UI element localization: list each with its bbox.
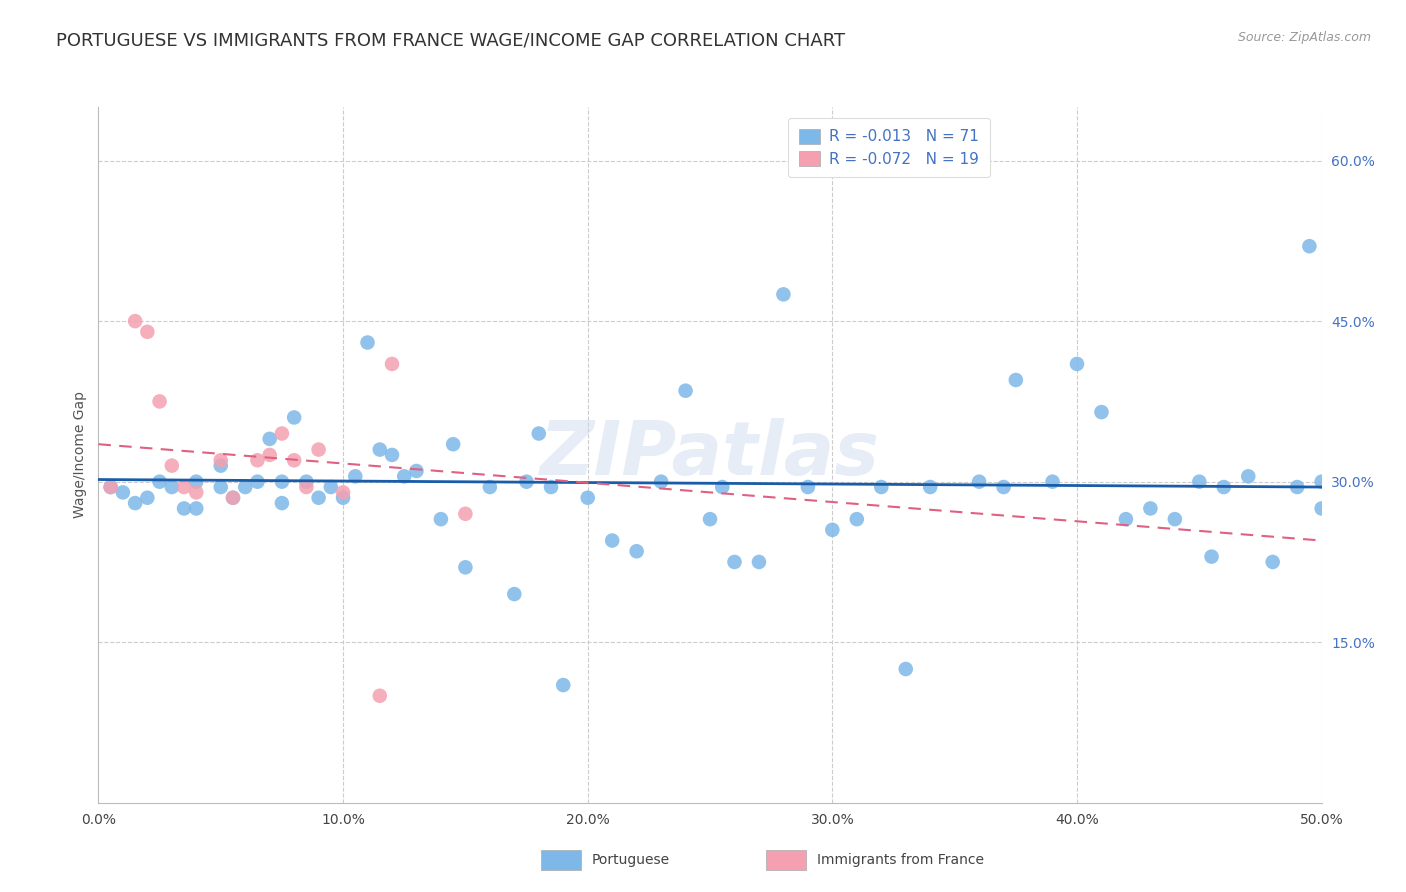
- Point: [344, 469, 367, 483]
- Point: [259, 448, 281, 462]
- Point: [1298, 239, 1320, 253]
- Point: [430, 512, 453, 526]
- Text: ZIPatlas: ZIPatlas: [540, 418, 880, 491]
- Point: [222, 491, 245, 505]
- Point: [356, 335, 378, 350]
- Point: [136, 491, 159, 505]
- Point: [186, 485, 208, 500]
- Point: [308, 442, 330, 457]
- Point: [503, 587, 526, 601]
- Point: [1115, 512, 1137, 526]
- Text: Portuguese: Portuguese: [592, 853, 671, 867]
- Point: [553, 678, 575, 692]
- Point: [186, 501, 208, 516]
- Point: [100, 480, 122, 494]
- Point: [478, 480, 501, 494]
- Point: [308, 491, 330, 505]
- Point: [332, 491, 354, 505]
- Point: [699, 512, 721, 526]
- Point: [454, 507, 477, 521]
- Point: [186, 475, 208, 489]
- Point: [209, 458, 232, 473]
- Point: [1261, 555, 1284, 569]
- Point: [209, 480, 232, 494]
- Point: [173, 480, 195, 494]
- Point: [845, 512, 868, 526]
- Point: [797, 480, 820, 494]
- Text: PORTUGUESE VS IMMIGRANTS FROM FRANCE WAGE/INCOME GAP CORRELATION CHART: PORTUGUESE VS IMMIGRANTS FROM FRANCE WAG…: [56, 31, 845, 49]
- Point: [368, 689, 391, 703]
- Point: [626, 544, 648, 558]
- Point: [993, 480, 1015, 494]
- Point: [246, 453, 269, 467]
- Point: [748, 555, 770, 569]
- Point: [222, 491, 245, 505]
- Point: [392, 469, 416, 483]
- Point: [1188, 475, 1211, 489]
- Point: [295, 475, 318, 489]
- Point: [295, 480, 318, 494]
- Point: [1237, 469, 1260, 483]
- Point: [149, 394, 172, 409]
- Text: Source: ZipAtlas.com: Source: ZipAtlas.com: [1237, 31, 1371, 45]
- Point: [319, 480, 342, 494]
- Point: [675, 384, 697, 398]
- Point: [650, 475, 672, 489]
- Point: [381, 357, 404, 371]
- Point: [1310, 475, 1333, 489]
- Point: [1310, 501, 1333, 516]
- Point: [894, 662, 917, 676]
- Point: [111, 485, 134, 500]
- Point: [283, 453, 305, 467]
- Point: [160, 480, 183, 494]
- Point: [1066, 357, 1088, 371]
- Point: [173, 501, 195, 516]
- Point: [821, 523, 844, 537]
- Point: [527, 426, 550, 441]
- Point: [124, 314, 146, 328]
- Point: [209, 453, 232, 467]
- Point: [870, 480, 893, 494]
- Point: [160, 458, 183, 473]
- Point: [711, 480, 734, 494]
- Point: [772, 287, 794, 301]
- Point: [233, 480, 256, 494]
- Point: [515, 475, 537, 489]
- Point: [332, 485, 354, 500]
- Point: [100, 480, 122, 494]
- Point: [283, 410, 305, 425]
- Point: [270, 475, 294, 489]
- Point: [441, 437, 464, 451]
- Point: [454, 560, 477, 574]
- Point: [270, 426, 294, 441]
- Legend: R = -0.013   N = 71, R = -0.072   N = 19: R = -0.013 N = 71, R = -0.072 N = 19: [787, 118, 990, 178]
- Point: [1042, 475, 1064, 489]
- Point: [723, 555, 745, 569]
- Point: [124, 496, 146, 510]
- Point: [259, 432, 281, 446]
- Point: [1090, 405, 1112, 419]
- Text: Immigrants from France: Immigrants from France: [817, 853, 984, 867]
- Point: [1139, 501, 1161, 516]
- Point: [1286, 480, 1309, 494]
- Point: [246, 475, 269, 489]
- Point: [381, 448, 404, 462]
- Point: [1164, 512, 1187, 526]
- Point: [576, 491, 599, 505]
- Point: [136, 325, 159, 339]
- Y-axis label: Wage/Income Gap: Wage/Income Gap: [73, 392, 87, 518]
- Point: [920, 480, 942, 494]
- Point: [1004, 373, 1026, 387]
- Point: [270, 496, 294, 510]
- Point: [600, 533, 623, 548]
- Point: [1201, 549, 1223, 564]
- Point: [1212, 480, 1234, 494]
- Point: [368, 442, 391, 457]
- Point: [149, 475, 172, 489]
- Point: [540, 480, 562, 494]
- Point: [967, 475, 990, 489]
- Point: [405, 464, 427, 478]
